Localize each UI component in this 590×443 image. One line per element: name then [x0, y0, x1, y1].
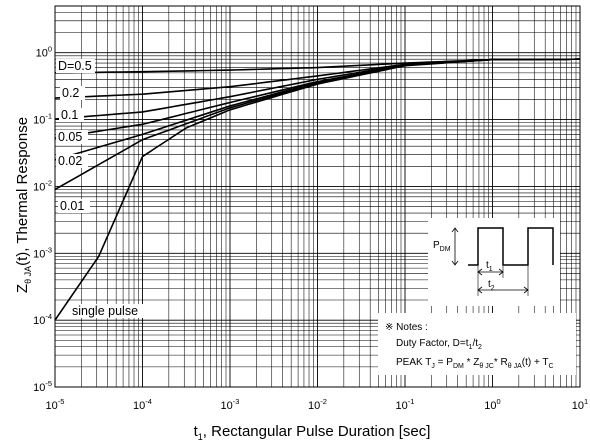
curve-label-bg: [70, 304, 158, 318]
curve-label-bg: [58, 199, 90, 213]
p-dm-label: PDM: [433, 240, 451, 253]
pulse-diagram-background: [428, 218, 560, 306]
x-tick-label: 100: [484, 397, 500, 412]
curve-label-0-2: 0.2: [62, 86, 79, 100]
x-tick-labels: 10-5 10-4 10-3 10-2 10-1 100 101: [46, 397, 589, 412]
notes-box: ※ Notes : Duty Factor, D=t1/t2 PEAK TJ =…: [378, 313, 576, 375]
x-tick-label: 10-1: [396, 397, 415, 412]
curve-label-0-1: 0.1: [61, 108, 78, 122]
curve-single-pulse: [54, 58, 581, 321]
curve-label-bg: [56, 154, 88, 168]
y-tick-label: 10-5: [33, 379, 52, 394]
x-tick-label: 101: [572, 397, 588, 412]
y-tick-label: 10-3: [33, 245, 52, 260]
notes-peak-formula: PEAK TJ = PDM * Zθ JC* Rθ JA(t) + TC: [396, 357, 554, 370]
pulse-waveform: [468, 227, 554, 266]
y-tick-label: 100: [36, 45, 52, 60]
y-tick-labels: 10-5 10-4 10-3 10-2 10-1 100: [33, 45, 52, 394]
x-tick-label: 10-2: [308, 397, 327, 412]
x-tick-label: 10-5: [46, 397, 65, 412]
notes-duty-factor: Duty Factor, D=t1/t2: [396, 338, 482, 351]
y-axis-title: Zθ JA(t), Thermal Response: [14, 117, 33, 293]
t2-label: t2: [488, 279, 495, 292]
curve-label-0-02: 0.02: [58, 154, 82, 168]
curve-label-bg: [56, 59, 95, 73]
curve-label-d-0-5: D=0.5: [58, 59, 92, 73]
p-dm-arrowheads: [451, 227, 459, 266]
curve-labels: D=0.5 0.2 0.1 0.05 0.02 0.01 single pulse: [56, 59, 158, 318]
curves: [54, 58, 581, 321]
curve-label-bg: [56, 130, 88, 144]
y-tick-label: 10-1: [33, 112, 52, 127]
curve-label-single-pulse: single pulse: [72, 304, 138, 318]
x-tick-label: 10-3: [221, 397, 240, 412]
notes-background: [378, 313, 576, 375]
curve-label-0-01: 0.01: [60, 199, 84, 213]
t1-label: t1: [486, 260, 493, 273]
y-tick-label: 10-2: [33, 178, 52, 193]
x-tick-label: 10-4: [133, 397, 152, 412]
curve-label-0-05: 0.05: [58, 130, 82, 144]
pulse-waveform-diagram: PDM t1 t2: [428, 218, 560, 306]
curve-label-bg: [60, 86, 85, 100]
curve-label-bg: [59, 108, 84, 122]
y-tick-label: 10-4: [33, 312, 52, 327]
notes-title: ※ Notes :: [385, 322, 428, 333]
plot-frame: [54, 5, 581, 388]
x-axis-title: t1, Rectangular Pulse Duration [sec]: [194, 423, 431, 442]
